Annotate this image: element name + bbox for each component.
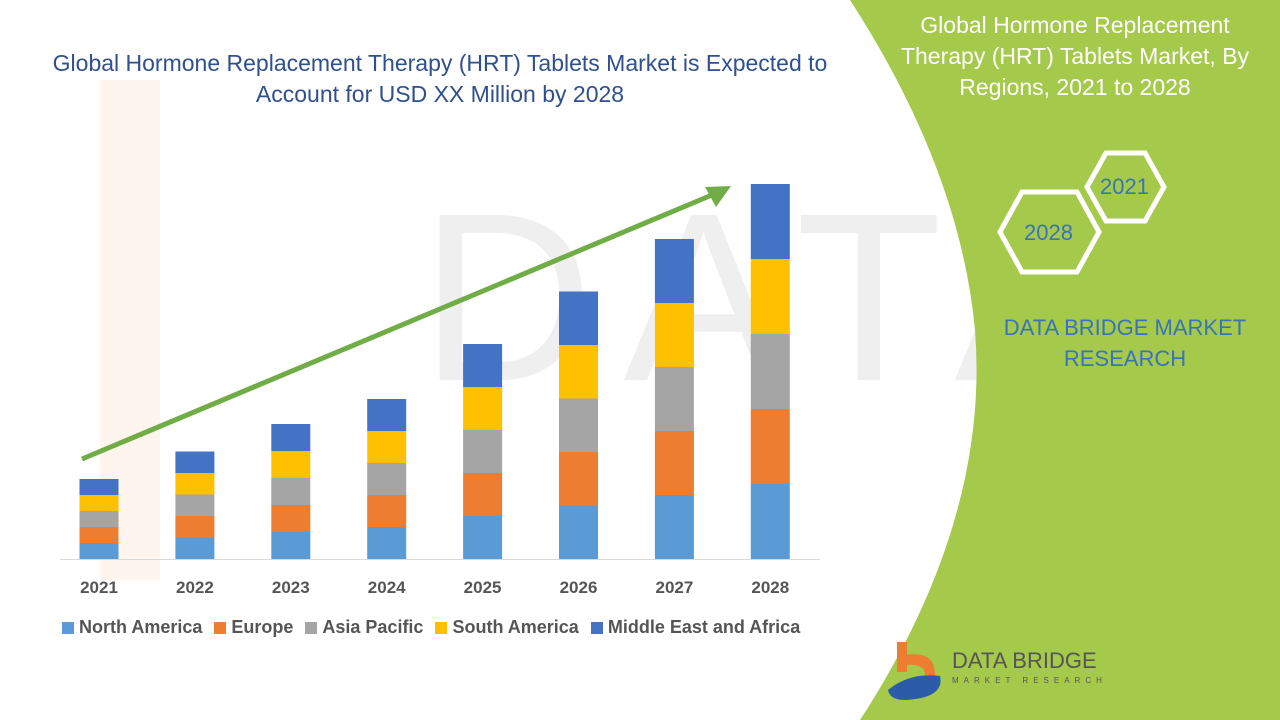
x-tick-label: 2025 <box>464 578 502 597</box>
x-tick-label: 2021 <box>80 578 118 597</box>
bar-segment <box>559 345 598 399</box>
bar-segment <box>367 463 407 495</box>
bar-segment <box>367 431 407 463</box>
bar-segment <box>175 537 215 559</box>
bar-segment <box>463 473 503 516</box>
side-panel-bg <box>850 0 1280 720</box>
trend-arrow <box>81 192 713 462</box>
x-tick-label: 2023 <box>272 578 310 597</box>
bar-segment <box>559 291 598 345</box>
bar-segment <box>175 451 215 473</box>
bar-segment <box>175 516 215 538</box>
x-tick-label: 2022 <box>176 578 214 597</box>
bar-segment <box>654 303 694 367</box>
bar-segment <box>79 543 119 559</box>
bar-segment <box>271 505 311 532</box>
hex-2021 <box>1084 150 1167 224</box>
bar-segment <box>367 527 407 559</box>
bar-segment <box>559 505 598 559</box>
page-title: Global Hormone Replacement Therapy (HRT)… <box>52 50 828 107</box>
bar-segment <box>271 532 311 559</box>
bar-segment <box>750 184 790 259</box>
hex-label-2021: 2021 <box>1100 174 1149 199</box>
brand-text: DATA BRIDGE MARKET RESEARCH <box>1003 315 1247 371</box>
bar-segment <box>750 484 790 559</box>
bar-segment <box>559 452 598 506</box>
x-tick-label: 2027 <box>655 578 693 597</box>
logo-icon <box>888 642 941 700</box>
bar-segment <box>79 495 119 511</box>
bar-segment <box>175 494 215 516</box>
legend-item: South America <box>435 617 579 638</box>
bar-segment <box>79 479 119 495</box>
logo-tagline: MARKET RESEARCH <box>952 676 1107 685</box>
legend-item: Middle East and Africa <box>590 617 800 638</box>
bar-segment <box>175 473 215 495</box>
bar-segment <box>463 516 503 559</box>
bar-segment <box>750 409 790 484</box>
bar-segment <box>463 387 503 430</box>
bar-segment <box>79 527 119 543</box>
bar-segment <box>654 367 694 431</box>
bar-segment <box>271 478 311 505</box>
trend-arrowhead <box>705 186 731 207</box>
x-tick-label: 2026 <box>560 578 598 597</box>
x-tick-label: 2028 <box>751 578 789 597</box>
legend-item: Asia Pacific <box>305 617 423 638</box>
bar-segment <box>367 495 407 527</box>
hex-2028 <box>997 189 1102 275</box>
bar-segment <box>654 431 694 495</box>
bar-segment <box>367 399 407 431</box>
bar-segment <box>271 451 311 478</box>
legend-item: Europe <box>214 617 293 638</box>
logo-name: DATA BRIDGE <box>952 648 1097 673</box>
bar-segment <box>463 344 503 387</box>
bar-segment <box>654 239 694 303</box>
bar-segment <box>559 398 598 452</box>
x-tick-label: 2024 <box>368 578 406 597</box>
bar-segment <box>271 424 311 451</box>
bar-segment <box>750 259 790 334</box>
bar-segment <box>750 334 790 409</box>
bar-segment <box>463 430 503 473</box>
legend: North America Europe Asia Pacific South … <box>62 617 800 638</box>
bar-segment <box>79 511 119 527</box>
legend-item: North America <box>62 617 202 638</box>
hex-label-2028: 2028 <box>1024 220 1073 245</box>
side-title: Global Hormone Replacement Therapy (HRT)… <box>900 12 1250 100</box>
bar-segment <box>654 495 694 559</box>
